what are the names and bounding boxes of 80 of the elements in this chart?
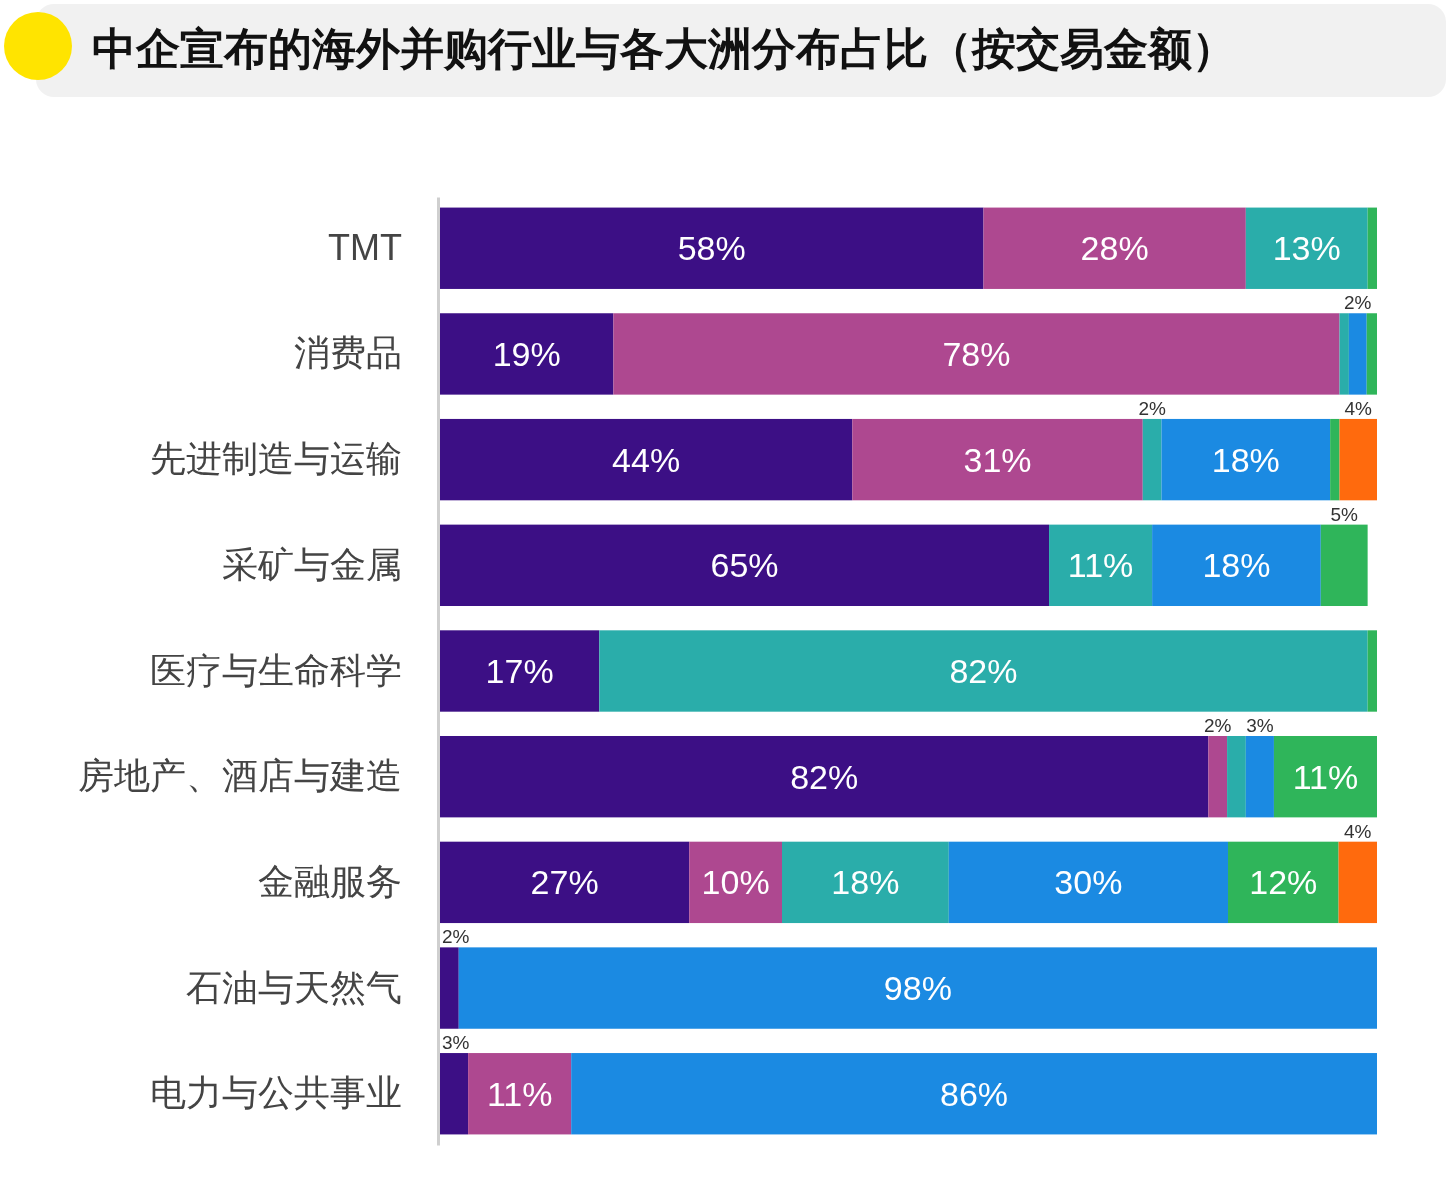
bar [689, 841, 783, 924]
bar [1273, 736, 1377, 818]
bar [440, 418, 853, 501]
y-tick-label: 先进制造与运输 [150, 438, 402, 480]
data-label: 19% [492, 334, 561, 373]
data-label: 13% [1272, 229, 1341, 268]
data-label: 65% [710, 546, 779, 585]
data-label: 82% [790, 757, 859, 796]
bar [1049, 524, 1153, 606]
y-tick-label: 电力与公共事业 [150, 1072, 402, 1114]
bar [571, 1053, 1377, 1135]
data-label: 5% [1330, 503, 1359, 525]
y-tick-label: 采矿与金属 [222, 543, 402, 585]
data-label: 31% [963, 440, 1032, 479]
chart-title: 中企宣布的海外并购行业与各大洲分布占比（按交易金额） [92, 24, 1236, 73]
bar [1228, 841, 1339, 924]
data-label: 44% [612, 440, 681, 479]
bar [440, 313, 614, 395]
bar [1367, 630, 1377, 712]
bar [1152, 524, 1321, 606]
data-label: 27% [530, 863, 599, 902]
bar [1208, 736, 1228, 818]
data-label: 78% [942, 334, 1011, 373]
bar [1320, 524, 1368, 606]
bar [440, 841, 690, 924]
bar [1367, 207, 1377, 289]
data-label: 4% [1344, 397, 1373, 419]
bar [1245, 207, 1368, 289]
bar [440, 524, 1050, 606]
bar [440, 207, 984, 289]
bar [440, 736, 1209, 818]
bar [458, 947, 1377, 1029]
bar [440, 1053, 469, 1135]
bar [1366, 313, 1377, 395]
data-label: 82% [949, 652, 1018, 690]
data-label: 2% [1344, 292, 1372, 314]
bar [1245, 736, 1274, 818]
bar [1227, 736, 1246, 818]
data-label: 18% [1202, 546, 1271, 585]
bar [983, 207, 1246, 289]
data-label: 12% [1249, 863, 1318, 902]
y-tick-label: 石油与天然气 [186, 966, 402, 1008]
y-tick-label: TMT [328, 226, 403, 268]
data-label: 11% [486, 1074, 553, 1113]
data-label: 2% [442, 926, 470, 948]
data-label: 58% [677, 229, 746, 268]
bar [1339, 418, 1377, 501]
data-label: 86% [940, 1074, 1009, 1113]
bar [1142, 418, 1162, 501]
data-label: 10% [701, 863, 770, 902]
bar [948, 841, 1229, 924]
bar [440, 947, 459, 1029]
data-label: 11% [1067, 546, 1134, 585]
bar [1161, 418, 1331, 501]
data-label: 2% [1203, 715, 1232, 736]
y-tick-label: 房地产、酒店与建造 [78, 755, 402, 797]
data-label: 30% [1054, 863, 1123, 902]
bar [1348, 313, 1367, 395]
data-label: 3% [1246, 715, 1274, 736]
y-tick-label: 金融服务 [258, 860, 402, 902]
bar [440, 630, 600, 712]
y-tick-label: 消费品 [294, 332, 402, 374]
data-label: 18% [831, 863, 900, 902]
y-tick-label: 医疗与生命科学 [150, 649, 402, 691]
bar [1339, 313, 1349, 395]
bar [852, 418, 1143, 501]
data-label: 18% [1211, 440, 1280, 479]
data-label: 11% [1292, 757, 1359, 796]
bar [613, 313, 1340, 395]
bar [1330, 418, 1340, 501]
data-label: 28% [1080, 229, 1149, 268]
data-label: 3% [442, 1032, 470, 1054]
data-label: 4% [1344, 820, 1372, 842]
bar [599, 630, 1368, 712]
data-label: 98% [883, 969, 952, 1008]
data-label: 2% [1138, 397, 1166, 419]
bar [1338, 841, 1377, 924]
data-label: 17% [485, 652, 554, 690]
bar [468, 1053, 572, 1135]
bar [782, 841, 949, 924]
